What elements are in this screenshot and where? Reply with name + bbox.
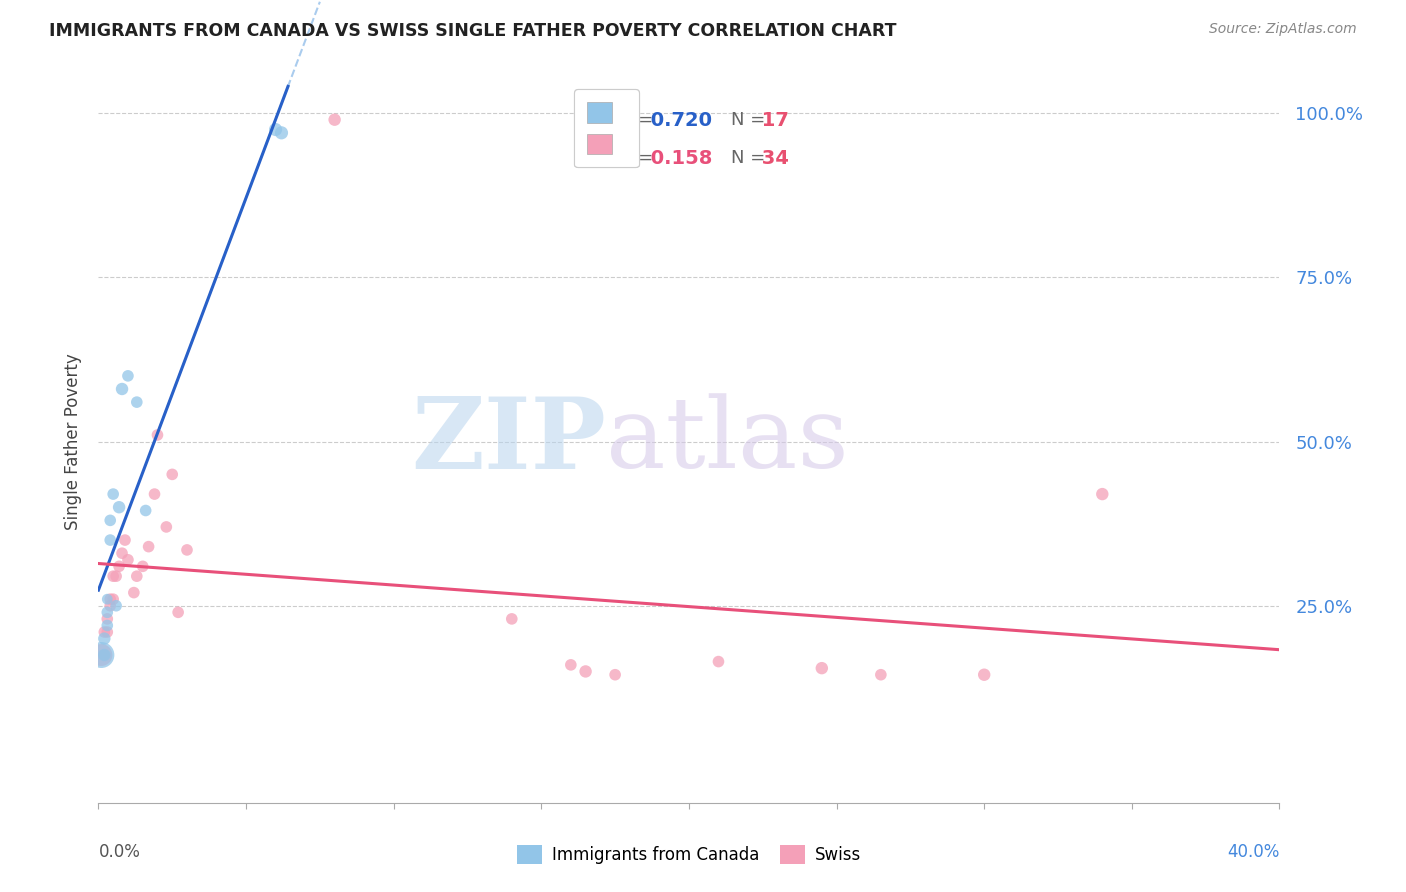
Text: ZIP: ZIP (412, 393, 606, 490)
Text: 17: 17 (755, 111, 789, 129)
Point (270, 126, 292, 140)
Point (103, 487, 125, 501)
Point (96, 612, 118, 626)
Point (103, 592, 125, 607)
Point (323, 112, 346, 127)
Point (162, 467, 183, 482)
Point (90, 648, 112, 662)
Point (93, 648, 115, 662)
Point (132, 559, 155, 574)
Point (111, 546, 134, 560)
Point (103, 569, 125, 583)
Point (98, 592, 121, 607)
Point (96, 618, 118, 632)
Point (114, 533, 136, 547)
Point (96, 592, 118, 607)
Text: atlas: atlas (606, 393, 849, 490)
Point (96, 605, 118, 619)
Point (108, 500, 131, 515)
Text: 40.0%: 40.0% (1227, 843, 1279, 861)
Y-axis label: Single Father Poverty: Single Father Poverty (63, 353, 82, 530)
Point (138, 540, 160, 554)
Point (176, 542, 198, 557)
Point (264, 122, 287, 136)
Point (501, 612, 523, 626)
Text: N =: N = (731, 149, 766, 167)
Point (117, 553, 139, 567)
Point (108, 559, 131, 574)
Point (167, 605, 190, 619)
Point (125, 395, 148, 409)
Point (155, 520, 177, 534)
Point (1091, 487, 1114, 501)
Point (143, 487, 166, 501)
Text: Source: ZipAtlas.com: Source: ZipAtlas.com (1209, 22, 1357, 37)
Point (810, 661, 832, 675)
Text: 0.720: 0.720 (644, 111, 711, 129)
Text: 0.158: 0.158 (644, 149, 713, 168)
Point (98, 513, 121, 527)
Point (707, 655, 730, 669)
Point (125, 569, 148, 583)
Point (98, 599, 121, 613)
Point (146, 428, 169, 442)
Text: 0.0%: 0.0% (98, 843, 141, 861)
Point (560, 657, 582, 672)
Point (117, 368, 139, 383)
Text: 34: 34 (755, 149, 789, 168)
Point (111, 382, 134, 396)
Point (870, 667, 893, 681)
Point (96, 625, 118, 640)
Point (135, 503, 157, 517)
Point (105, 599, 128, 613)
Point (973, 667, 995, 681)
Text: R =: R = (620, 111, 654, 128)
Point (105, 569, 128, 583)
Point (93, 625, 115, 640)
Point (122, 585, 145, 599)
Text: R =: R = (620, 149, 654, 167)
Point (90, 648, 112, 662)
Point (93, 648, 115, 662)
Text: N =: N = (731, 111, 766, 128)
Legend: Immigrants from Canada, Swiss: Immigrants from Canada, Swiss (509, 837, 869, 872)
Point (98, 533, 121, 547)
Point (605, 667, 627, 681)
Text: IMMIGRANTS FROM CANADA VS SWISS SINGLE FATHER POVERTY CORRELATION CHART: IMMIGRANTS FROM CANADA VS SWISS SINGLE F… (49, 22, 897, 40)
Point (93, 632, 115, 646)
Point (575, 665, 598, 679)
